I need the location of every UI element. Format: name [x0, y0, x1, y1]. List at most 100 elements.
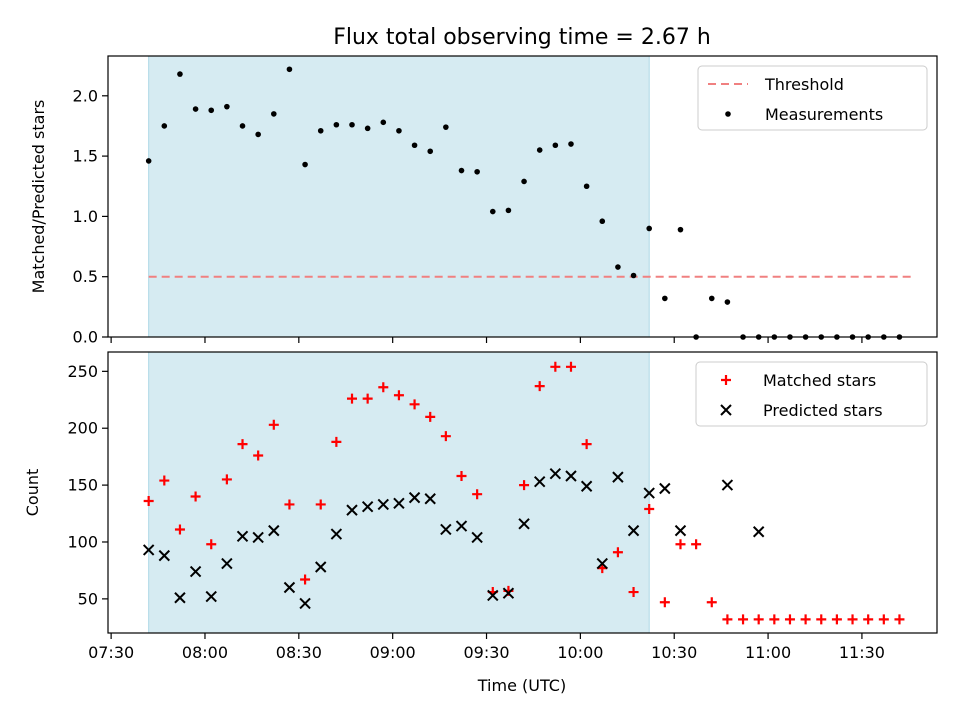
matched-star-point — [612, 547, 623, 558]
predicted-star-point — [346, 504, 358, 516]
y-tick-label: 1.0 — [73, 207, 98, 226]
matched-star-point — [190, 491, 201, 502]
measurement-point — [286, 66, 293, 73]
measurement-point — [443, 124, 449, 130]
y-tick-label: 250 — [67, 362, 98, 381]
matched-star-point — [565, 361, 576, 372]
measurement-point — [380, 119, 387, 126]
matched-star-point — [753, 614, 764, 625]
measurement-point — [177, 71, 183, 77]
measurement-point — [771, 334, 778, 340]
count-panel: 07:30 08:00 08:30 09:00 09:30 10:00 10:30 11:00… — [23, 351, 938, 662]
measurement-point — [271, 111, 277, 117]
matched-star-point — [393, 390, 404, 401]
matched-star-point — [425, 411, 436, 422]
measurement-point — [536, 147, 543, 153]
matched-star-point — [174, 524, 185, 535]
measurement-point — [740, 334, 746, 340]
matched-star-point — [722, 614, 733, 625]
y-tick-label: 2.0 — [73, 86, 98, 105]
measurement-point — [583, 183, 590, 190]
measurement-point — [849, 334, 856, 340]
measurement-point — [568, 141, 574, 147]
measurement-point — [396, 127, 402, 134]
matched-star-point — [456, 471, 467, 482]
y-tick-label: 0.0 — [73, 328, 98, 347]
x-tick-label: 11:00 — [745, 643, 791, 662]
x-tick-label: 10:30 — [651, 643, 697, 662]
matched-star-point — [221, 474, 232, 485]
measurement-point — [427, 148, 434, 155]
predicted-star-point — [721, 479, 734, 491]
predicted-star-point — [377, 498, 389, 511]
measurement-point — [224, 103, 230, 110]
matched-star-point — [894, 614, 905, 625]
x-tick-label: 08:00 — [182, 643, 228, 662]
measurement-point — [145, 158, 152, 164]
matched-star-point — [409, 399, 420, 410]
matched-star-point — [816, 614, 827, 625]
x-tick-label: 10:00 — [557, 643, 603, 662]
matched-star-point — [284, 499, 295, 510]
measurement-point — [317, 127, 324, 134]
matched-star-point — [769, 614, 780, 625]
predicted-star-point — [549, 468, 562, 480]
matched-star-point — [784, 614, 795, 625]
measurement-point — [646, 225, 652, 232]
predicted-star-point — [455, 520, 468, 532]
measurement-point — [255, 131, 261, 138]
predicted-star-point — [580, 480, 593, 492]
predicted-star-point — [361, 501, 374, 513]
matched-star-point — [300, 574, 311, 585]
predicted-star-point — [283, 581, 296, 594]
matched-star-point — [581, 439, 592, 450]
matched-star-point — [831, 614, 842, 625]
measurement-point — [161, 123, 168, 129]
legend: Threshold Measurements — [697, 65, 928, 131]
legend-predicted-swatch — [720, 404, 732, 416]
measurement-point — [192, 106, 199, 112]
x-tick-label: 09:30 — [463, 643, 509, 662]
measurement-point — [521, 178, 527, 185]
matched-star-point — [253, 450, 264, 461]
ratio-panel: 0.0 0.5 1.0 1.5 2.0 Matched/Predicted stars Th… — [29, 55, 938, 347]
matched-star-point — [863, 614, 874, 625]
y-tick-label: 100 — [67, 532, 98, 551]
predicted-star-point — [142, 544, 155, 556]
measurement-point — [630, 272, 637, 279]
matched-star-point — [347, 393, 358, 404]
measurement-point — [615, 264, 621, 270]
legend-label: Measurements — [765, 105, 883, 124]
matched-star-point — [800, 614, 811, 625]
measurement-point — [349, 121, 355, 128]
measurement-point — [662, 295, 668, 302]
matched-star-point — [237, 439, 248, 450]
chart-title: Flux total observing time = 2.67 h — [333, 25, 711, 50]
measurement-point — [865, 334, 871, 340]
predicted-star-point — [596, 557, 608, 570]
predicted-star-point — [533, 475, 546, 488]
measurement-point — [755, 334, 762, 340]
matched-star-point — [362, 393, 373, 404]
predicted-star-point — [612, 471, 624, 483]
matched-star-point — [472, 489, 483, 500]
matched-star-point — [738, 614, 749, 625]
predicted-star-point — [643, 487, 655, 499]
measurement-point — [239, 123, 246, 129]
matched-star-point — [206, 539, 217, 550]
predicted-star-point — [205, 590, 217, 603]
matched-star-point — [143, 496, 154, 507]
matched-star-point — [675, 539, 686, 550]
measurement-point — [896, 334, 903, 340]
y-tick-label: 0.5 — [73, 267, 98, 286]
predicted-star-point — [268, 524, 280, 537]
predicted-star-point — [502, 587, 515, 599]
legend-label: Matched stars — [763, 371, 876, 390]
legend-box — [697, 65, 928, 131]
measurement-point — [302, 161, 308, 168]
matched-star-point — [691, 539, 702, 550]
measurement-point — [505, 207, 512, 214]
matched-star-point — [519, 480, 530, 491]
matched-star-point — [550, 361, 561, 372]
measurement-point — [474, 168, 480, 175]
